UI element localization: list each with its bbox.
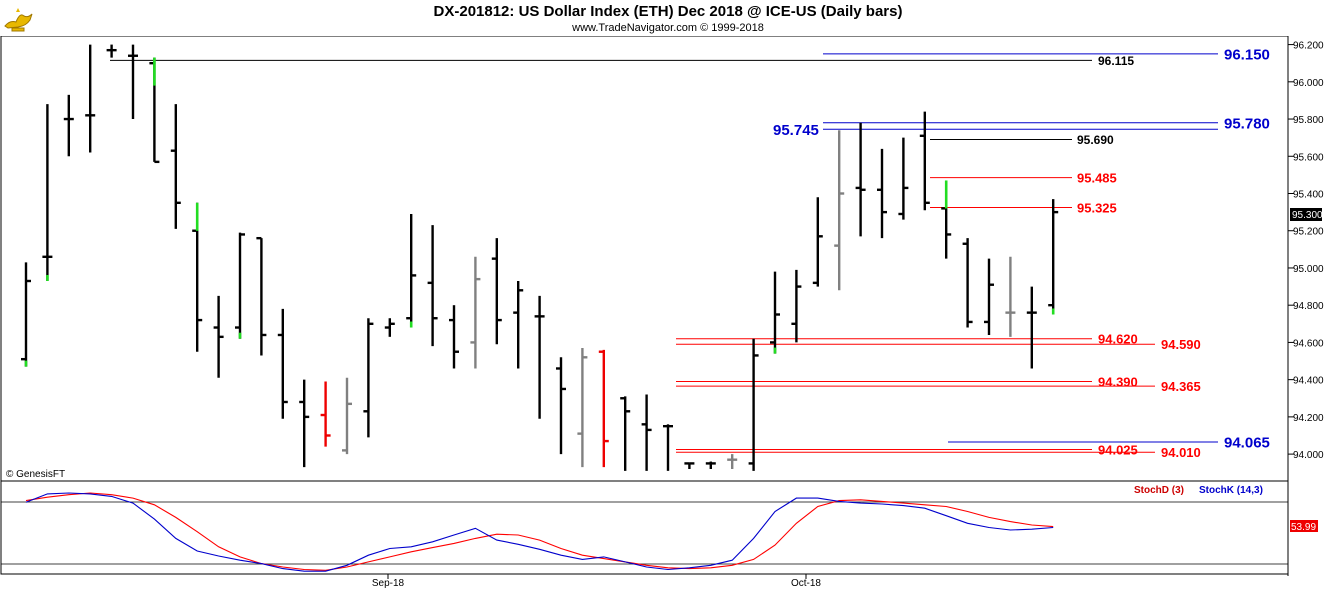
level-label: 94.010 <box>1161 445 1201 460</box>
time-tick-label: Oct-18 <box>791 578 821 589</box>
last-price-box <box>1290 208 1322 221</box>
ohlc-bar <box>534 295 545 419</box>
ohlc-bar <box>577 348 588 468</box>
level-label: 94.590 <box>1161 337 1201 352</box>
level-label: 95.325 <box>1077 200 1117 215</box>
legend-stochd: StochD (3) <box>1134 485 1184 496</box>
ohlc-bar <box>1005 256 1016 337</box>
price-tick-label: 95.800 <box>1293 115 1324 126</box>
price-tick-label: 96.000 <box>1293 78 1324 89</box>
ohlc-bar <box>128 44 138 120</box>
chart-header: DX-201812: US Dollar Index (ETH) Dec 201… <box>0 0 1336 36</box>
level-label: 96.115 <box>1098 54 1134 68</box>
ohlc-bar <box>320 381 331 447</box>
price-tick-label: 95.600 <box>1293 152 1324 163</box>
ohlc-bar <box>384 318 395 337</box>
level-label: 95.745 <box>773 122 819 139</box>
ohlc-bar <box>213 295 224 378</box>
ohlc-bar <box>919 111 930 211</box>
time-axis: Sep-18 Oct-18 <box>372 574 821 589</box>
price-tick-label: 95.200 <box>1293 227 1324 238</box>
ohlc-bar <box>170 104 181 229</box>
ohlc-bar <box>663 424 673 471</box>
ohlc-bar <box>85 44 96 153</box>
ohlc-bar <box>470 256 481 369</box>
ohlc-bar <box>791 269 802 343</box>
watermark: © GenesisFT <box>6 469 65 480</box>
ohlc-bar <box>727 454 738 469</box>
price-tick-label: 94.000 <box>1293 450 1324 461</box>
chart-subtitle: www.TradeNavigator.com © 1999-2018 <box>572 22 764 34</box>
ohlc-bar <box>1048 199 1059 315</box>
ohlc-bar <box>299 379 310 468</box>
ohlc-bar <box>192 202 203 352</box>
ohlc-bar <box>342 377 352 455</box>
legend-stochk: StochK (14,3) <box>1199 485 1263 496</box>
ohlc-bar <box>770 271 780 354</box>
ohlc-bar <box>984 258 994 335</box>
last-price-label: 95.300 <box>1292 210 1323 221</box>
price-tick-label: 95.400 <box>1293 190 1324 201</box>
ohlc-bar <box>705 461 716 469</box>
stochastic-lines <box>25 492 1054 572</box>
level-label: 96.150 <box>1224 47 1270 64</box>
ohlc-bar <box>449 305 459 369</box>
ohlc-bar <box>406 213 417 328</box>
price-tick-label: 94.600 <box>1293 338 1324 349</box>
ohlc-bar <box>491 238 502 345</box>
price-axis: 96.200 96.000 95.800 95.600 95.400 95.200 95.0… <box>1288 41 1324 461</box>
ohlc-bar <box>63 94 74 157</box>
ohlc-bar <box>42 104 53 281</box>
level-label: 95.690 <box>1077 133 1114 147</box>
ohlc-bar <box>235 232 245 339</box>
ohlc-bar <box>556 357 566 455</box>
price-tick-label: 94.200 <box>1293 413 1324 424</box>
ohlc-bar <box>684 462 695 469</box>
stoch-last-label: 53.99 <box>1291 522 1316 533</box>
ohlc-bar <box>941 180 952 259</box>
price-bars <box>21 44 1059 471</box>
level-label: 94.065 <box>1224 435 1270 452</box>
genie-lamp-logo-icon <box>2 2 34 34</box>
ohlc-bar <box>149 57 160 164</box>
ohlc-bar <box>855 122 866 237</box>
ohlc-bar <box>641 394 652 471</box>
stoch-series-line <box>25 492 1054 571</box>
ohlc-bar <box>962 238 973 328</box>
level-label: 94.365 <box>1161 379 1201 394</box>
level-lines: 96.150 96.115 95.780 95.745 95.690 95.485 95.3… <box>110 47 1270 460</box>
price-tick-label: 95.000 <box>1293 264 1324 275</box>
ohlc-chart[interactable]: 96.200 96.000 95.800 95.600 95.400 95.200 95.0… <box>0 36 1336 591</box>
level-label: 94.620 <box>1098 332 1138 347</box>
ohlc-bar <box>877 148 887 239</box>
ohlc-bar <box>1026 286 1037 369</box>
ohlc-bar <box>513 280 524 369</box>
ohlc-bar <box>427 225 438 347</box>
ohlc-bar <box>812 197 823 287</box>
ohlc-bar <box>748 338 759 471</box>
ohlc-bar <box>898 137 909 220</box>
price-tick-label: 94.800 <box>1293 301 1324 312</box>
time-tick-label: Sep-18 <box>372 578 405 589</box>
level-label: 95.780 <box>1224 115 1270 132</box>
ohlc-bar <box>21 262 31 367</box>
level-label: 95.485 <box>1077 171 1117 186</box>
stoch-last-box <box>1290 520 1318 532</box>
ohlc-bar <box>106 44 117 58</box>
ohlc-bar <box>256 236 267 356</box>
price-tick-label: 94.400 <box>1293 376 1324 387</box>
level-label: 94.025 <box>1098 442 1138 457</box>
ohlc-bar <box>598 349 609 468</box>
chart-title: DX-201812: US Dollar Index (ETH) Dec 201… <box>433 3 903 20</box>
level-label: 94.390 <box>1098 374 1138 389</box>
ohlc-bar <box>363 318 374 438</box>
ohlc-bar <box>834 130 845 291</box>
ohlc-bar <box>277 308 288 419</box>
stoch-series-line <box>25 492 1054 572</box>
price-tick-label: 96.200 <box>1293 41 1324 52</box>
ohlc-bar <box>620 396 631 471</box>
